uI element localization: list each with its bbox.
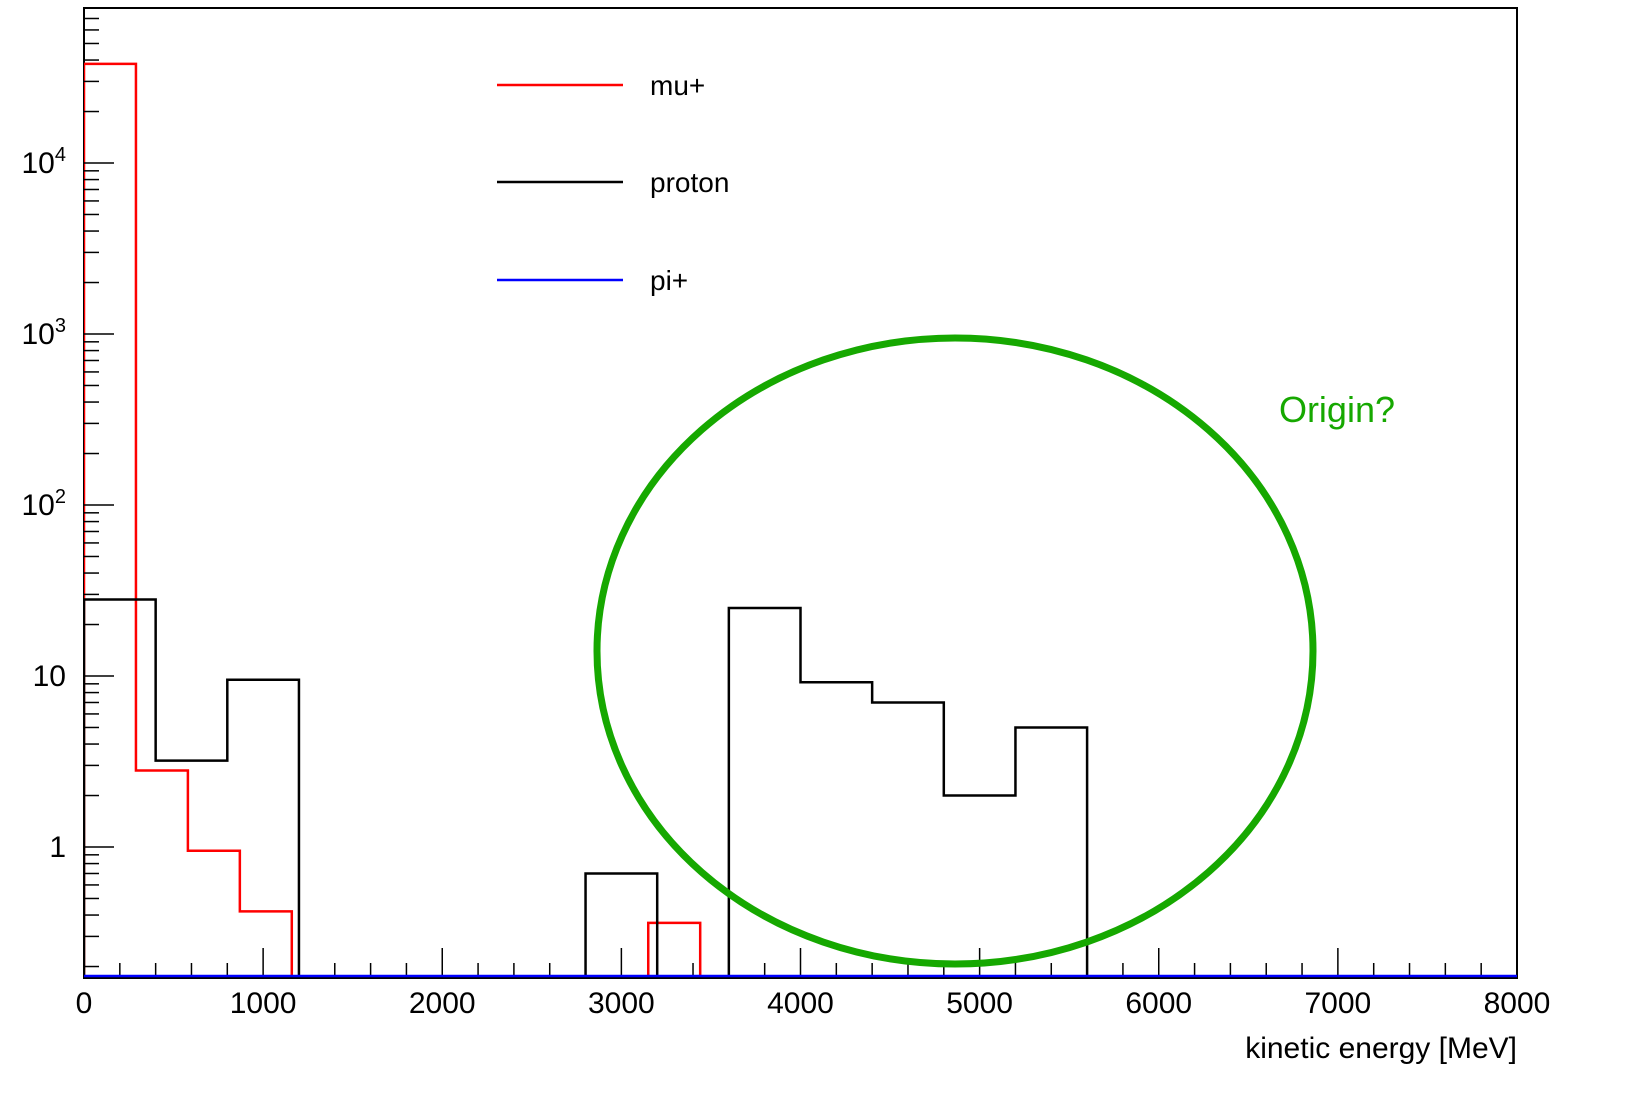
- legend-label: proton: [650, 167, 729, 198]
- x-tick-label: 4000: [767, 987, 834, 1020]
- bin-proton-5: [801, 682, 873, 976]
- legend-label: mu+: [650, 70, 705, 101]
- y-tick-label: 10: [33, 660, 66, 693]
- x-tick-label: 3000: [588, 987, 655, 1020]
- series-mu--histogram: [84, 62, 702, 976]
- bin-proton-0: [84, 600, 156, 976]
- y-tick-label: 1: [49, 831, 66, 864]
- y-tick-label: 102: [22, 486, 67, 522]
- legend-label: pi+: [650, 265, 688, 296]
- x-tick-label: 0: [76, 987, 93, 1020]
- series-proton-histogram: [84, 598, 1089, 976]
- x-tick-label: 7000: [1305, 987, 1372, 1020]
- x-tick-label: 8000: [1484, 987, 1551, 1020]
- bin-proton-8: [1015, 727, 1087, 976]
- x-tick-label: 1000: [230, 987, 297, 1020]
- x-tick-label: 5000: [946, 987, 1013, 1020]
- annotation-ellipse: [593, 334, 1317, 968]
- bin-proton-2: [227, 680, 299, 976]
- bin-proton-1: [156, 761, 228, 976]
- y-tick-label: 104: [22, 144, 67, 180]
- bin-proton-6: [872, 702, 944, 976]
- x-tick-label: 2000: [409, 987, 476, 1020]
- annotation-text: Origin?: [1279, 389, 1395, 430]
- bin-proton-4: [729, 608, 801, 976]
- x-tick-label: 6000: [1125, 987, 1192, 1020]
- x-axis-title: kinetic energy [MeV]: [1245, 1032, 1517, 1065]
- plot-frame: [83, 7, 1518, 979]
- y-tick-label: 103: [22, 315, 67, 351]
